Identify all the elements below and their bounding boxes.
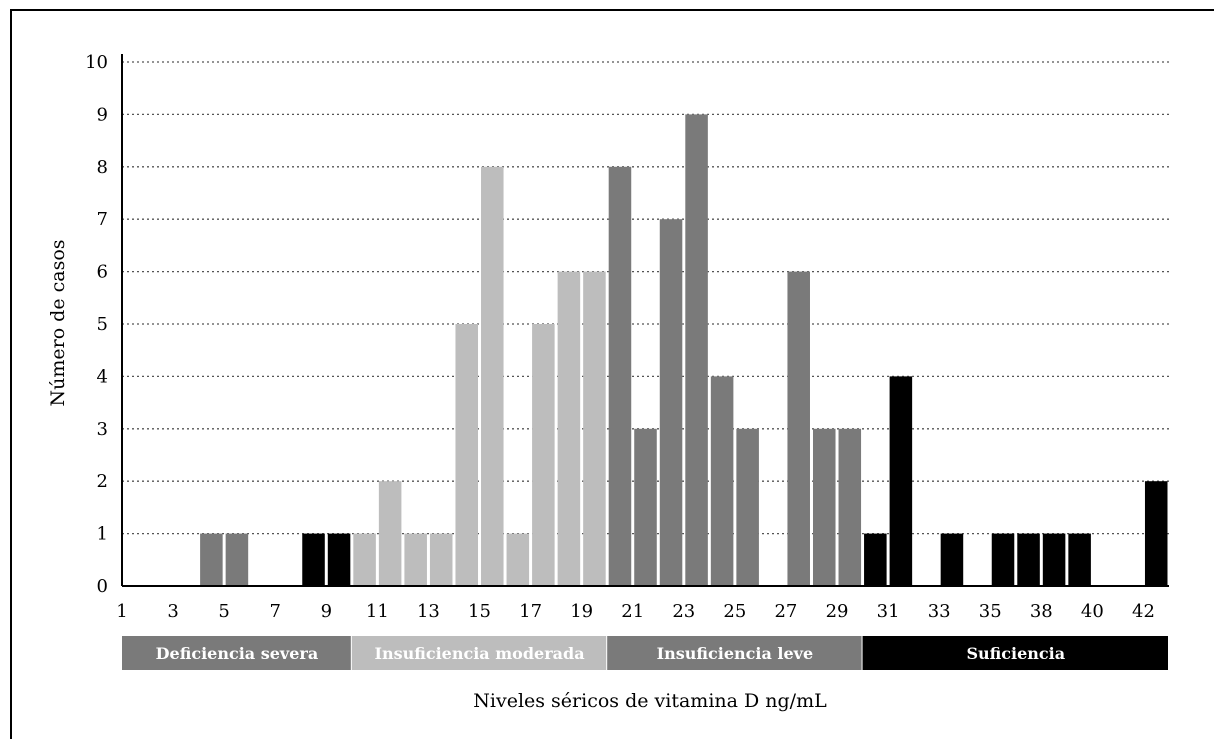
bar (991, 533, 1015, 586)
y-tick-label: 10 (85, 52, 108, 73)
y-tick-label: 1 (97, 524, 108, 545)
bar (225, 533, 249, 586)
category-bands: Deficiencia severa Insuficiencia moderada… (122, 636, 1168, 670)
band-label: Insuficiencia moderada (374, 644, 584, 663)
x-tick-label: 25 (723, 601, 746, 622)
bar (583, 271, 606, 586)
band-label: Suficiencia (966, 644, 1065, 663)
bar (1068, 533, 1091, 586)
bar (378, 481, 402, 586)
x-tick-label: 33 (928, 601, 951, 622)
x-tick-label: 31 (877, 601, 900, 622)
bar (889, 376, 913, 586)
y-tick-label: 2 (97, 471, 108, 492)
bar (659, 219, 683, 586)
bar (353, 533, 376, 586)
bar (532, 324, 555, 586)
band-suficiencia (862, 636, 1168, 670)
x-tick-label: 42 (1132, 601, 1155, 622)
x-tick-label: 27 (774, 601, 797, 622)
bar (506, 533, 530, 586)
band-label: Deficiencia severa (156, 644, 319, 663)
y-tick-label: 9 (97, 104, 108, 125)
x-tick-label: 40 (1081, 601, 1104, 622)
chart-frame (10, 9, 1214, 739)
x-tick-labels: 1 3 5 7 9 11 13 15 17 19 21 23 25 27 29 31 33 35 38 40 42 (116, 601, 1155, 622)
bar (608, 166, 632, 587)
bar (1017, 533, 1040, 586)
x-tick-label: 29 (826, 601, 849, 622)
y-tick-labels: 0 1 2 3 4 5 6 7 8 9 10 (85, 52, 108, 597)
x-tick-label: 38 (1030, 601, 1053, 622)
y-tick-label: 7 (97, 209, 108, 230)
bar (455, 324, 479, 586)
bar (864, 533, 887, 586)
x-tick-label: 19 (570, 601, 593, 622)
bars (200, 114, 1168, 587)
bar (634, 428, 657, 586)
bar (710, 376, 734, 586)
x-tick-label: 13 (417, 601, 440, 622)
bar (557, 271, 581, 586)
x-tick-label: 1 (116, 601, 127, 622)
bar (200, 533, 223, 586)
y-tick-label: 8 (97, 157, 108, 178)
bar (481, 166, 504, 587)
bar (787, 271, 810, 586)
x-tick-label: 7 (269, 601, 280, 622)
bar (1042, 533, 1066, 586)
x-tick-label: 21 (621, 601, 644, 622)
bar (838, 428, 862, 586)
bar (940, 533, 964, 586)
x-tick-label: 23 (672, 601, 695, 622)
bar (327, 533, 351, 586)
x-tick-label: 9 (321, 601, 332, 622)
bar (736, 428, 759, 586)
bar (302, 533, 325, 586)
bar (1144, 481, 1168, 586)
y-tick-label: 3 (97, 419, 108, 440)
x-tick-label: 5 (218, 601, 229, 622)
axes (121, 54, 1169, 587)
bar (685, 114, 708, 587)
band-moderada (351, 636, 607, 670)
x-tick-label: 35 (979, 601, 1002, 622)
bar (429, 533, 453, 586)
y-tick-label: 5 (97, 314, 108, 335)
x-axis-label: Niveles séricos de vitamina D ng/mL (473, 690, 827, 712)
y-tick-label: 4 (97, 366, 108, 387)
y-tick-label: 0 (97, 576, 108, 597)
band-label: Insuficiencia leve (657, 644, 814, 663)
x-tick-label: 3 (167, 601, 178, 622)
band-leve (607, 636, 862, 670)
y-tick-label: 6 (97, 262, 108, 283)
bar (404, 533, 427, 586)
x-tick-label: 15 (468, 601, 491, 622)
band-severa (122, 636, 351, 670)
x-tick-label: 11 (366, 601, 389, 622)
bar (812, 428, 836, 586)
y-axis-label: Número de casos (47, 239, 69, 406)
x-tick-label: 17 (519, 601, 542, 622)
